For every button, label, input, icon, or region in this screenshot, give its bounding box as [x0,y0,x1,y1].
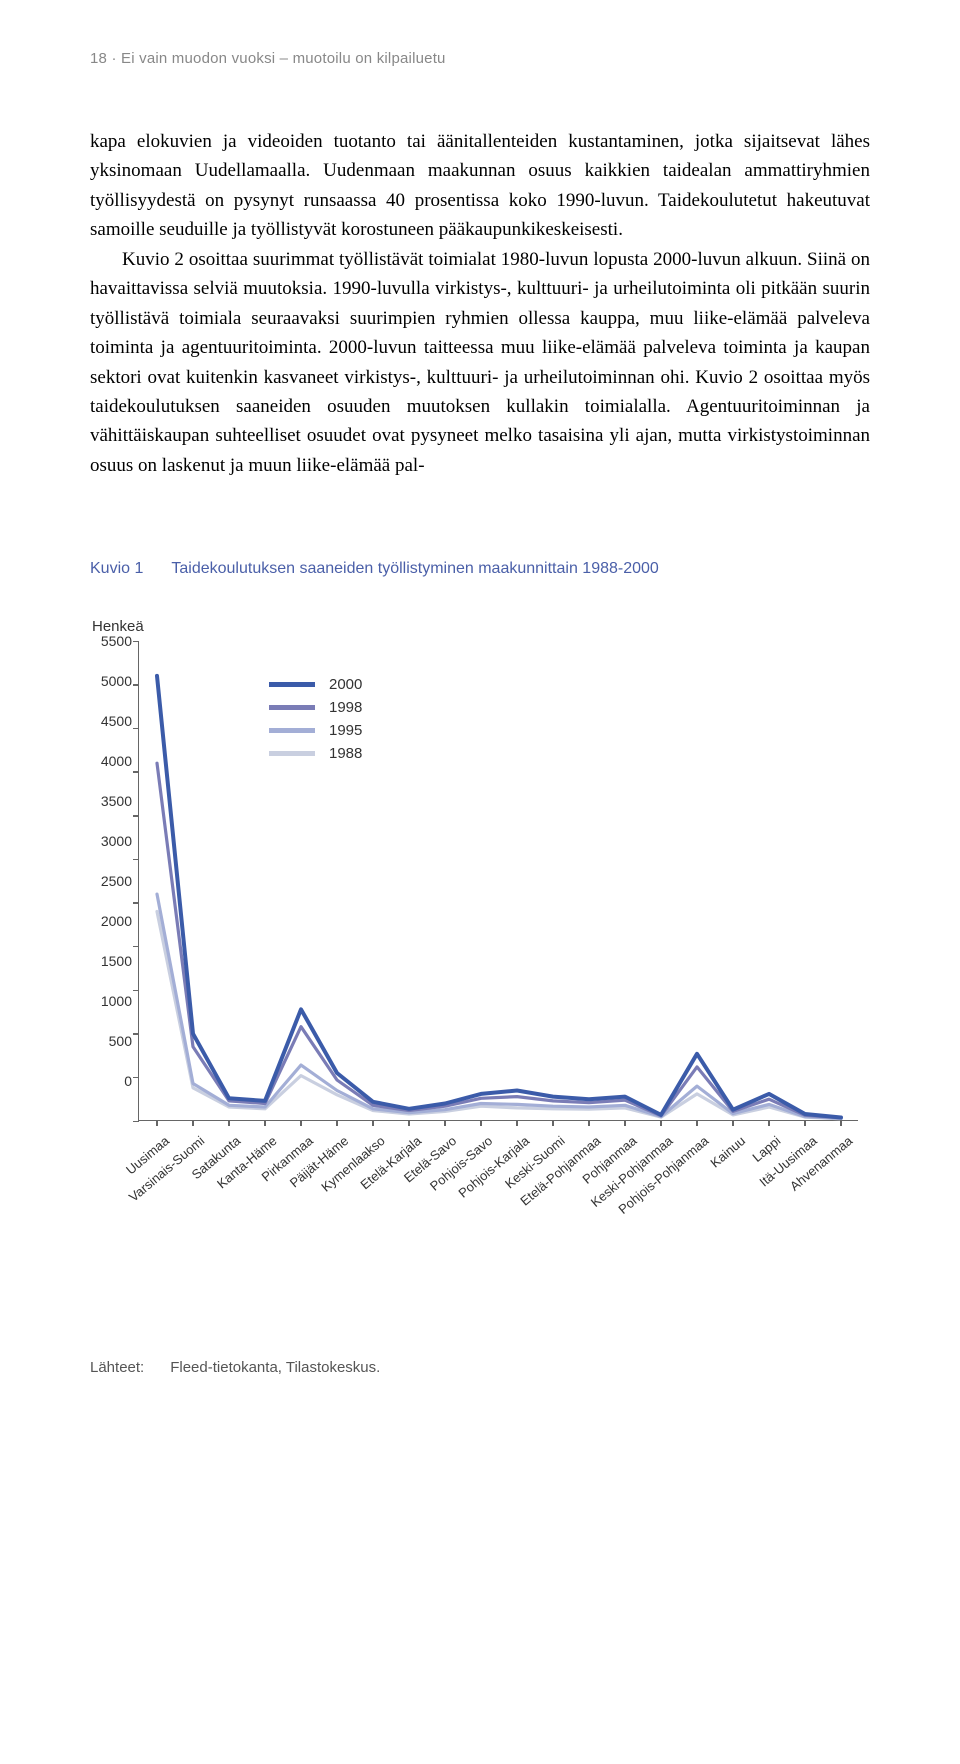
plot-area: 2000 1998 1995 1988 [138,641,858,1121]
y-tick-label: 4500 [90,714,132,754]
figure-source: Lähteet: Fleed-tietokanta, Tilastokeskus. [90,1359,870,1376]
legend-label: 1988 [329,745,362,762]
legend-swatch [269,728,315,733]
legend-swatch [269,751,315,756]
series-line [157,763,841,1118]
chart-svg [139,641,859,1121]
x-tick-label: Kainuu [707,1133,748,1171]
y-tick-label: 5000 [90,674,132,714]
legend-label: 2000 [329,676,362,693]
body-text: kapa elokuvien ja videoiden tuotanto tai… [90,127,870,480]
legend-label: 1998 [329,699,362,716]
y-axis: 5500500045004000350030002500200015001000… [90,641,132,1121]
legend-item: 1988 [269,745,362,762]
source-text: Fleed-tietokanta, Tilastokeskus. [170,1359,380,1376]
paragraph-2: Kuvio 2 osoittaa suurimmat työllistävät … [90,249,870,476]
legend-swatch [269,705,315,710]
series-line [157,894,841,1118]
y-tick-label: 500 [90,1034,132,1074]
y-tick-label: 3500 [90,794,132,834]
chart: Henkeä 550050004500400035003000250020001… [90,618,870,1239]
y-tick-label: 3000 [90,834,132,874]
series-line [157,676,841,1118]
legend-item: 2000 [269,676,362,693]
y-tick-label: 5500 [90,634,132,674]
y-tick-label: 2500 [90,874,132,914]
y-tick-label: 2000 [90,914,132,954]
y-tick-label: 0 [90,1074,132,1114]
series-line [157,912,841,1119]
legend: 2000 1998 1995 1988 [269,676,362,768]
legend-item: 1998 [269,699,362,716]
legend-label: 1995 [329,722,362,739]
figure-caption: Kuvio 1 Taidekoulutuksen saaneiden työlli… [90,560,870,578]
legend-swatch [269,682,315,687]
x-axis-labels: UusimaaVarsinais-SuomiSatakuntaKanta-Häm… [138,1129,858,1239]
y-tick-label: 4000 [90,754,132,794]
figure-number: Kuvio 1 [90,560,143,577]
y-tick-label: 1500 [90,954,132,994]
figure-caption-text: Taidekoulutuksen saaneiden työllistymine… [171,560,658,577]
source-label: Lähteet: [90,1359,144,1376]
paragraph-1: kapa elokuvien ja videoiden tuotanto tai… [90,131,870,240]
page-header: 18 · Ei vain muodon vuoksi – muotoilu on… [90,50,870,67]
legend-item: 1995 [269,722,362,739]
y-axis-title: Henkeä [92,618,870,635]
y-tick-label: 1000 [90,994,132,1034]
